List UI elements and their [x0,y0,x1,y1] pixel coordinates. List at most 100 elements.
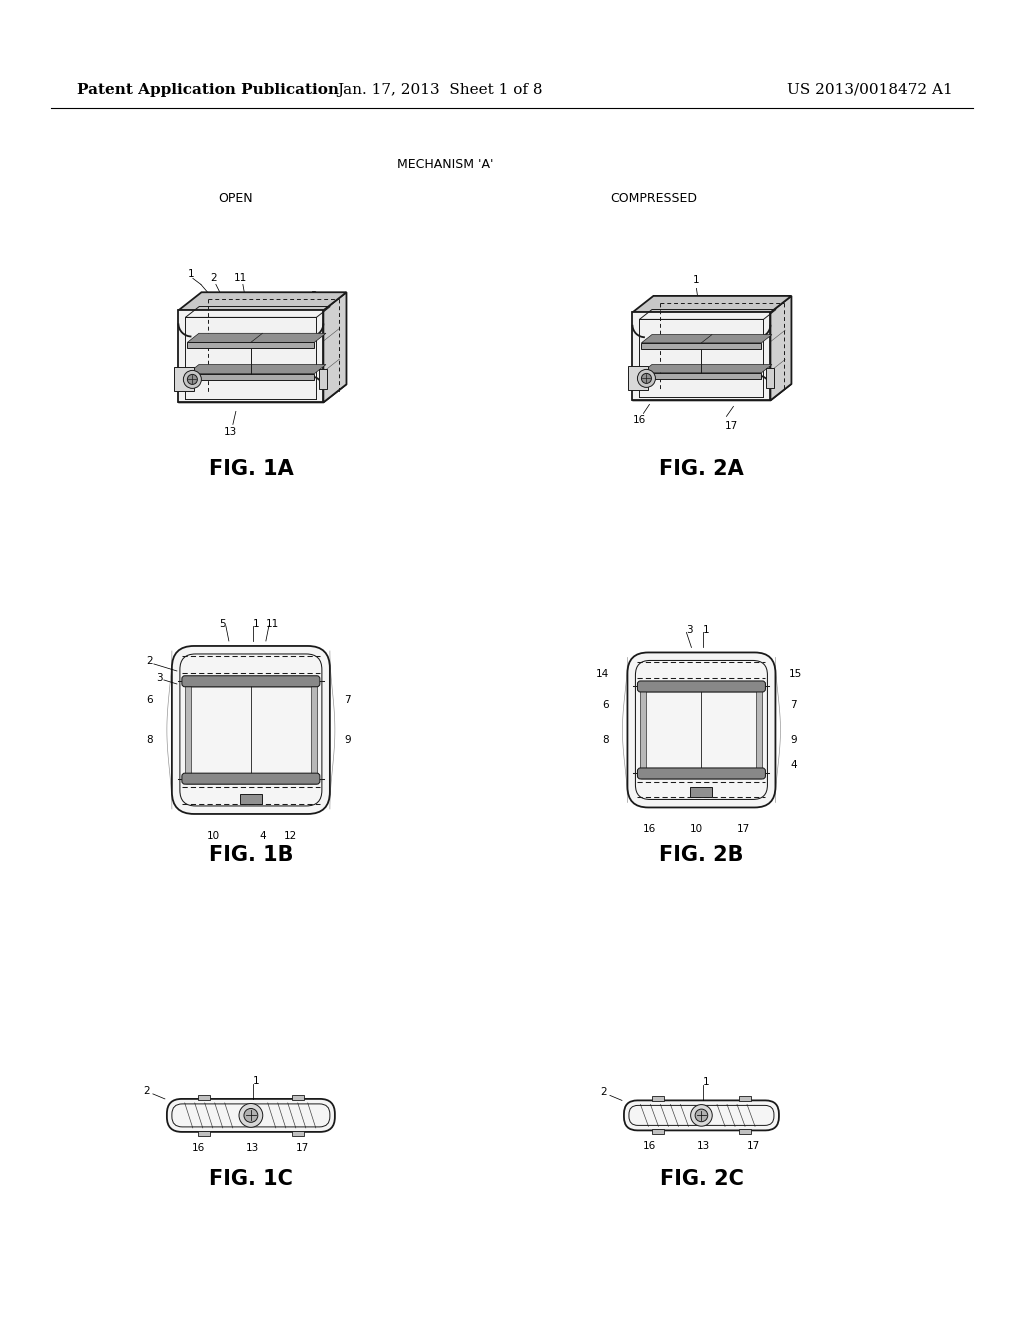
Text: MECHANISM 'A': MECHANISM 'A' [397,158,494,172]
Text: 1: 1 [187,269,195,280]
Text: 17: 17 [746,1142,760,1151]
Text: 2: 2 [146,656,154,667]
Text: 6: 6 [146,694,154,705]
Text: 13: 13 [224,428,238,437]
Bar [766,368,774,388]
Text: 16: 16 [633,416,646,425]
Bar [739,1130,751,1134]
FancyBboxPatch shape [182,774,319,784]
Circle shape [690,1105,713,1126]
Text: FIG. 1A: FIG. 1A [209,458,293,479]
Bar [690,788,713,797]
Text: FIG. 2B: FIG. 2B [659,845,743,866]
Circle shape [187,375,198,384]
Bar [174,367,195,392]
Bar [198,1131,210,1137]
Text: 3: 3 [157,673,163,682]
Polygon shape [178,384,346,403]
Polygon shape [187,364,326,374]
Bar [739,1097,751,1101]
Bar [187,342,314,348]
Text: 1: 1 [703,1077,710,1088]
Polygon shape [178,310,324,403]
Bar [640,690,646,770]
FancyBboxPatch shape [624,1101,779,1130]
Text: Patent Application Publication: Patent Application Publication [77,83,339,96]
Circle shape [695,1109,708,1122]
Bar [652,1097,664,1101]
Text: FIG. 1B: FIG. 1B [209,845,293,866]
Text: 1: 1 [253,1076,259,1086]
Text: 2: 2 [601,1088,607,1097]
Text: 2: 2 [143,1086,151,1096]
FancyBboxPatch shape [628,652,775,808]
Text: OPEN: OPEN [218,191,253,205]
Text: 17: 17 [725,421,738,432]
Polygon shape [324,292,346,403]
Text: 1: 1 [253,619,259,628]
Circle shape [183,371,202,388]
Text: 14: 14 [596,669,609,680]
Text: 1: 1 [703,626,710,635]
Circle shape [244,1109,258,1122]
Text: FIG. 2A: FIG. 2A [659,458,743,479]
Text: 11: 11 [234,273,248,284]
Circle shape [641,374,651,383]
Text: 1: 1 [693,276,699,285]
Polygon shape [187,333,326,342]
Polygon shape [633,313,770,400]
Bar [198,1094,210,1100]
Text: 10: 10 [690,825,703,834]
Text: 15: 15 [788,669,802,680]
Text: 17: 17 [737,825,750,834]
Bar [641,372,762,379]
Text: 16: 16 [643,1142,656,1151]
FancyBboxPatch shape [167,1098,335,1131]
Bar [292,1131,304,1137]
Text: 2: 2 [211,273,217,284]
Text: 3: 3 [310,292,317,301]
Polygon shape [633,296,792,313]
Bar [629,367,648,391]
Text: 9: 9 [791,735,797,744]
Text: 10: 10 [206,832,219,841]
Polygon shape [633,384,792,400]
Bar [292,1094,304,1100]
Text: 3: 3 [686,626,693,635]
Text: 9: 9 [344,735,351,744]
Text: US 2013/0018472 A1: US 2013/0018472 A1 [786,83,952,96]
Bar [641,343,762,348]
Text: 12: 12 [285,832,298,841]
Circle shape [239,1104,263,1127]
Text: 16: 16 [643,825,656,834]
Text: 16: 16 [193,1143,206,1152]
Text: COMPRESSED: COMPRESSED [610,191,696,205]
FancyBboxPatch shape [637,768,766,779]
Text: 4: 4 [259,832,266,841]
Text: Jan. 17, 2013  Sheet 1 of 8: Jan. 17, 2013 Sheet 1 of 8 [338,83,543,96]
Polygon shape [641,364,772,372]
Text: 8: 8 [602,735,608,744]
Bar [757,690,763,770]
Bar [187,374,314,380]
Text: 6: 6 [602,700,608,710]
Text: 17: 17 [296,1143,309,1152]
Polygon shape [178,292,346,310]
Bar [240,793,262,804]
Text: 13: 13 [246,1143,259,1152]
FancyBboxPatch shape [172,645,330,814]
Text: 7: 7 [791,700,797,710]
Text: 13: 13 [696,1142,710,1151]
Bar [319,370,328,389]
Circle shape [637,370,655,387]
Text: 4: 4 [791,760,797,770]
FancyBboxPatch shape [182,676,319,686]
Text: FIG. 2C: FIG. 2C [659,1168,743,1189]
Bar [652,1130,664,1134]
Text: FIG. 1C: FIG. 1C [209,1168,293,1189]
Text: 11: 11 [266,619,280,628]
Text: 5: 5 [219,619,226,628]
Bar [185,686,190,774]
FancyBboxPatch shape [637,681,766,692]
Bar [311,686,316,774]
